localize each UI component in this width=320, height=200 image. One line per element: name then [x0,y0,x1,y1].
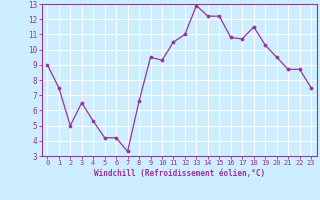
X-axis label: Windchill (Refroidissement éolien,°C): Windchill (Refroidissement éolien,°C) [94,169,265,178]
